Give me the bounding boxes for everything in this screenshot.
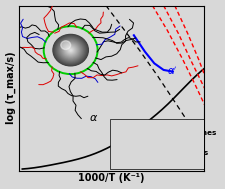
- Circle shape: [54, 36, 87, 65]
- Circle shape: [54, 36, 86, 64]
- Circle shape: [67, 47, 74, 53]
- Circle shape: [61, 42, 80, 59]
- Text: $\alpha$: $\alpha$: [89, 113, 98, 123]
- Circle shape: [69, 49, 72, 51]
- Circle shape: [60, 41, 81, 60]
- Y-axis label: log (τ_max/s): log (τ_max/s): [6, 52, 16, 124]
- Circle shape: [66, 46, 74, 54]
- Circle shape: [65, 45, 76, 55]
- Circle shape: [53, 34, 88, 66]
- FancyBboxPatch shape: [109, 119, 205, 169]
- Circle shape: [66, 46, 75, 54]
- Circle shape: [70, 50, 71, 51]
- Circle shape: [60, 41, 80, 59]
- Circle shape: [57, 39, 83, 62]
- Circle shape: [58, 39, 83, 61]
- Circle shape: [68, 48, 73, 52]
- Circle shape: [61, 41, 70, 50]
- Circle shape: [64, 44, 77, 56]
- Circle shape: [57, 38, 84, 62]
- Circle shape: [56, 37, 85, 63]
- Text: Experimental lines: Experimental lines: [140, 130, 216, 136]
- Circle shape: [62, 42, 79, 58]
- Circle shape: [59, 40, 82, 61]
- Circle shape: [56, 38, 84, 63]
- Circle shape: [68, 47, 73, 53]
- Circle shape: [69, 49, 72, 52]
- Circle shape: [59, 40, 81, 60]
- Text: Theoretical lines: Theoretical lines: [140, 150, 208, 156]
- Circle shape: [53, 35, 87, 65]
- Circle shape: [63, 44, 77, 56]
- Circle shape: [63, 43, 78, 57]
- Circle shape: [65, 45, 76, 55]
- Text: $\alpha'$: $\alpha'$: [166, 65, 177, 77]
- X-axis label: 1000/T (K⁻¹): 1000/T (K⁻¹): [78, 174, 144, 184]
- Circle shape: [62, 43, 79, 57]
- Circle shape: [55, 36, 86, 64]
